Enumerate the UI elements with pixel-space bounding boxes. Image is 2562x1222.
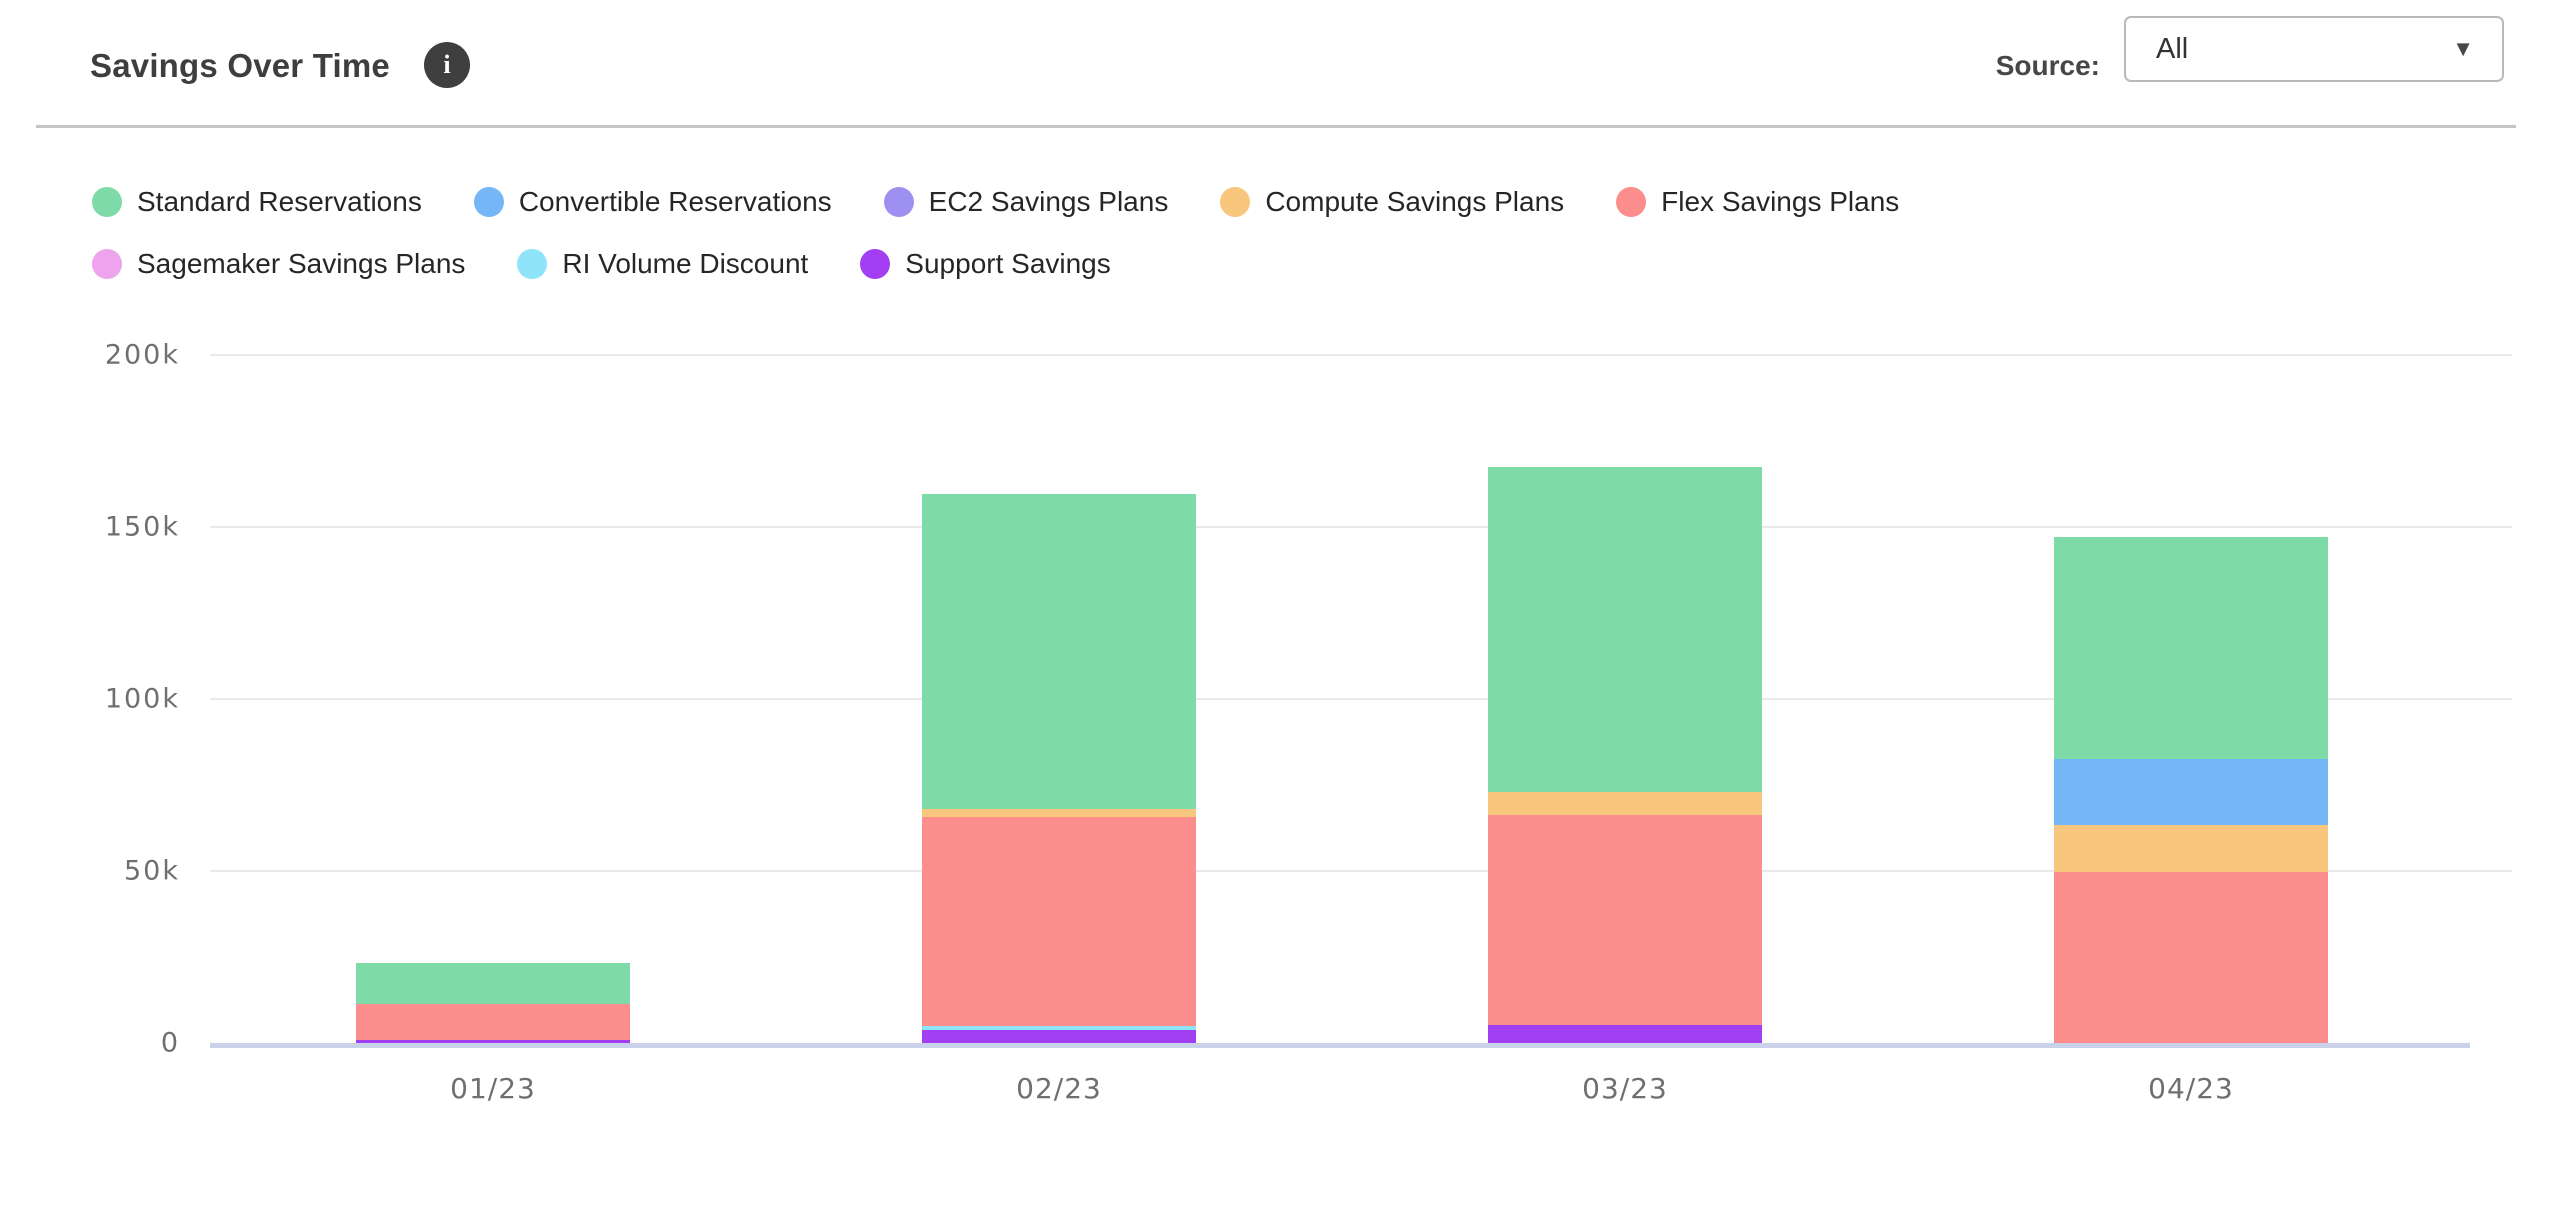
panel-header: Savings Over Time i Source: All ▼ <box>0 0 2562 127</box>
legend-label: Standard Reservations <box>137 186 422 217</box>
x-axis-tick-label: 03/23 <box>1582 1072 1668 1105</box>
gridline <box>210 526 2512 528</box>
legend: Standard Reservations Convertible Reserva… <box>92 184 2242 282</box>
legend-item-ec2-savings-plans[interactable]: EC2 Savings Plans <box>883 184 1169 220</box>
legend-label: RI Volume Discount <box>562 248 809 279</box>
legend-label: EC2 Savings Plans <box>928 186 1169 217</box>
legend-label: Convertible Reservations <box>518 186 832 217</box>
legend-label: Support Savings <box>905 248 1111 279</box>
bar-segment-support-savings[interactable] <box>1488 1024 1762 1043</box>
legend-dot-icon <box>883 187 914 217</box>
bar-segment-flex-savings-plans[interactable] <box>1488 814 1762 1025</box>
x-axis-tick-label: 04/23 <box>2148 1072 2234 1105</box>
legend-dot-icon <box>473 187 504 217</box>
legend-item-flex-savings-plans[interactable]: Flex Savings Plans <box>1616 184 1899 220</box>
legend-dot-icon <box>92 249 122 279</box>
source-label: Source: <box>1995 50 2100 81</box>
legend-item-sagemaker-savings-plans[interactable]: Sagemaker Savings Plans <box>92 246 465 282</box>
info-icon[interactable]: i <box>424 42 470 88</box>
bar-segment-flex-savings-plans[interactable] <box>922 816 1196 1027</box>
bar-segment-standard-reservations[interactable] <box>356 962 630 1005</box>
legend-dot-icon <box>517 249 548 279</box>
legend-item-standard-reservations[interactable]: Standard Reservations <box>92 184 422 220</box>
bar-segment-support-savings[interactable] <box>922 1029 1196 1043</box>
x-axis-tick-label: 01/23 <box>450 1072 536 1105</box>
y-axis-tick-label: 50k <box>124 855 180 887</box>
gridline <box>210 354 2512 356</box>
y-axis-tick-label: 100k <box>104 683 180 715</box>
bar-segment-convertible-reservations[interactable] <box>2054 758 2328 826</box>
x-axis-tick-label: 02/23 <box>1016 1072 1102 1105</box>
legend-dot-icon <box>1616 187 1647 217</box>
gridline <box>210 698 2512 700</box>
bar-segment-flex-savings-plans[interactable] <box>356 1004 630 1040</box>
y-axis-tick-label: 0 <box>160 1027 180 1059</box>
x-axis-line <box>210 1043 2470 1048</box>
bar-segment-support-savings[interactable] <box>356 1039 630 1043</box>
y-axis-tick-label: 200k <box>104 339 180 371</box>
legend-label: Compute Savings Plans <box>1265 186 1565 217</box>
legend-item-compute-savings-plans[interactable]: Compute Savings Plans <box>1220 184 1564 220</box>
legend-label: Flex Savings Plans <box>1661 186 1900 217</box>
legend-item-support-savings[interactable]: Support Savings <box>860 246 1111 282</box>
bar-segment-compute-savings-plans[interactable] <box>1488 791 1762 815</box>
bar-segment-standard-reservations[interactable] <box>922 493 1196 810</box>
bar-segment-flex-savings-plans[interactable] <box>2054 872 2328 1043</box>
bar-segment-standard-reservations[interactable] <box>1488 467 1762 792</box>
gridline <box>210 870 2512 872</box>
bar-segment-compute-savings-plans[interactable] <box>2054 825 2328 873</box>
bar-segment-ri-volume-discount[interactable] <box>922 1026 1196 1030</box>
legend-item-ri-volume-discount[interactable]: RI Volume Discount <box>517 246 808 282</box>
legend-dot-icon <box>1220 187 1251 217</box>
chevron-down-icon: ▼ <box>2452 36 2474 61</box>
y-axis-tick-label: 150k <box>104 511 180 543</box>
bar-segment-compute-savings-plans[interactable] <box>922 809 1196 817</box>
legend-label: Sagemaker Savings Plans <box>137 248 466 279</box>
bar-segment-standard-reservations[interactable] <box>2054 536 2328 759</box>
page-title: Savings Over Time <box>90 47 390 84</box>
source-selected-value: All <box>2156 32 2189 65</box>
legend-dot-icon <box>860 249 891 279</box>
legend-dot-icon <box>92 187 122 217</box>
source-dropdown[interactable]: All ▼ <box>2124 16 2504 82</box>
header-divider <box>36 125 2516 128</box>
legend-item-convertible-reservations[interactable]: Convertible Reservations <box>473 184 832 220</box>
